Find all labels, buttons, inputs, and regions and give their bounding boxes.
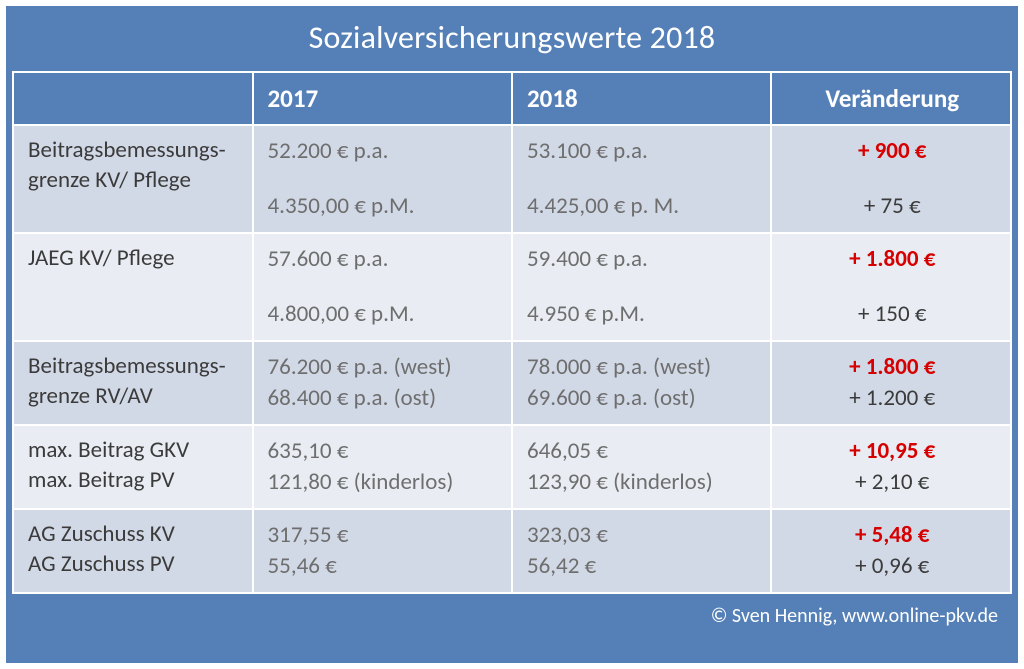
col-header-blank [13,72,253,125]
cell-2018: 323,03 € 56,42 € [512,509,771,593]
label-text: Beitragsbemessungs- [28,352,226,380]
value-text: 4.350,00 € p.M. [268,192,415,220]
cell-2017: 52.200 € p.a. 4.350,00 € p.M. [253,125,512,233]
value-text: 78.000 € p.a. (west) [527,353,711,381]
value-text: 121,80 € (kinderlos) [268,468,454,496]
cell-2018: 78.000 € p.a. (west) 69.600 € p.a. (ost) [512,341,771,425]
value-text: 76.200 € p.a. (west) [268,353,452,381]
value-text: 4.950 € p.M. [527,300,645,328]
row-label: JAEG KV/ Pflege [13,233,253,341]
value-text: 68.400 € p.a. (ost) [268,384,437,412]
change-highlight: + 5,48 € [855,521,929,549]
table-frame: Sozialversicherungswerte 2018 2017 2018 … [6,6,1018,663]
label-text: Beitragsbemessungs- [28,136,226,164]
table-row: AG Zuschuss KV AG Zuschuss PV 317,55 € 5… [13,509,1011,593]
table-container: 2017 2018 Veränderung Beitragsbemessungs… [12,71,1012,663]
value-text: 323,03 € [527,521,608,549]
change-text: + 2,10 € [855,468,929,496]
table-row: max. Beitrag GKV max. Beitrag PV 635,10 … [13,425,1011,509]
cell-change: + 1.800 € + 150 € [771,233,1011,341]
label-text: max. Beitrag PV [28,466,175,494]
label-text: grenze KV/ Pflege [28,166,191,194]
row-label: AG Zuschuss KV AG Zuschuss PV [13,509,253,593]
label-text: max. Beitrag GKV [28,436,189,464]
cell-2017: 57.600 € p.a. 4.800,00 € p.M. [253,233,512,341]
footer-credit: © Sven Hennig, www.online-pkv.de [12,594,1012,636]
change-text: + 1.200 € [849,384,935,412]
table-row: Beitragsbemessungs- grenze KV/ Pflege 52… [13,125,1011,233]
table-row: JAEG KV/ Pflege 57.600 € p.a. 4.800,00 €… [13,233,1011,341]
cell-change: + 5,48 € + 0,96 € [771,509,1011,593]
row-label: Beitragsbemessungs- grenze RV/AV [13,341,253,425]
value-text: 56,42 € [527,552,596,580]
change-text: + 150 € [858,300,926,328]
label-text: JAEG KV/ Pflege [28,244,175,272]
cell-change: + 1.800 € + 1.200 € [771,341,1011,425]
change-highlight: + 10,95 € [849,437,935,465]
value-text: 52.200 € p.a. [268,137,389,165]
change-text: + 0,96 € [855,552,929,580]
data-table: 2017 2018 Veränderung Beitragsbemessungs… [12,71,1012,594]
col-header-2017: 2017 [253,72,512,125]
col-header-2018: 2018 [512,72,771,125]
table-header-row: 2017 2018 Veränderung [13,72,1011,125]
cell-2017: 317,55 € 55,46 € [253,509,512,593]
value-text: 59.400 € p.a. [527,245,648,273]
value-text: 646,05 € [527,437,608,465]
label-text: grenze RV/AV [28,382,153,410]
cell-2018: 59.400 € p.a. 4.950 € p.M. [512,233,771,341]
cell-2018: 53.100 € p.a. 4.425,00 € p. M. [512,125,771,233]
change-highlight: + 1.800 € [849,245,935,273]
value-text: 57.600 € p.a. [268,245,389,273]
value-text: 4.800,00 € p.M. [268,300,415,328]
value-text: 317,55 € [268,521,349,549]
row-label: max. Beitrag GKV max. Beitrag PV [13,425,253,509]
label-text: AG Zuschuss KV [28,520,175,548]
value-text: 4.425,00 € p. M. [527,192,679,220]
cell-2017: 76.200 € p.a. (west) 68.400 € p.a. (ost) [253,341,512,425]
cell-2017: 635,10 € 121,80 € (kinderlos) [253,425,512,509]
change-highlight: + 1.800 € [849,353,935,381]
value-text: 69.600 € p.a. (ost) [527,384,696,412]
value-text: 123,90 € (kinderlos) [527,468,713,496]
page-title: Sozialversicherungswerte 2018 [6,6,1018,71]
change-highlight: + 900 € [858,137,926,165]
change-text: + 75 € [864,192,921,220]
row-label: Beitragsbemessungs- grenze KV/ Pflege [13,125,253,233]
table-row: Beitragsbemessungs- grenze RV/AV 76.200 … [13,341,1011,425]
cell-change: + 900 € + 75 € [771,125,1011,233]
value-text: 635,10 € [268,437,349,465]
cell-change: + 10,95 € + 2,10 € [771,425,1011,509]
col-header-change: Veränderung [771,72,1011,125]
value-text: 55,46 € [268,552,337,580]
cell-2018: 646,05 € 123,90 € (kinderlos) [512,425,771,509]
value-text: 53.100 € p.a. [527,137,648,165]
label-text: AG Zuschuss PV [28,550,175,578]
